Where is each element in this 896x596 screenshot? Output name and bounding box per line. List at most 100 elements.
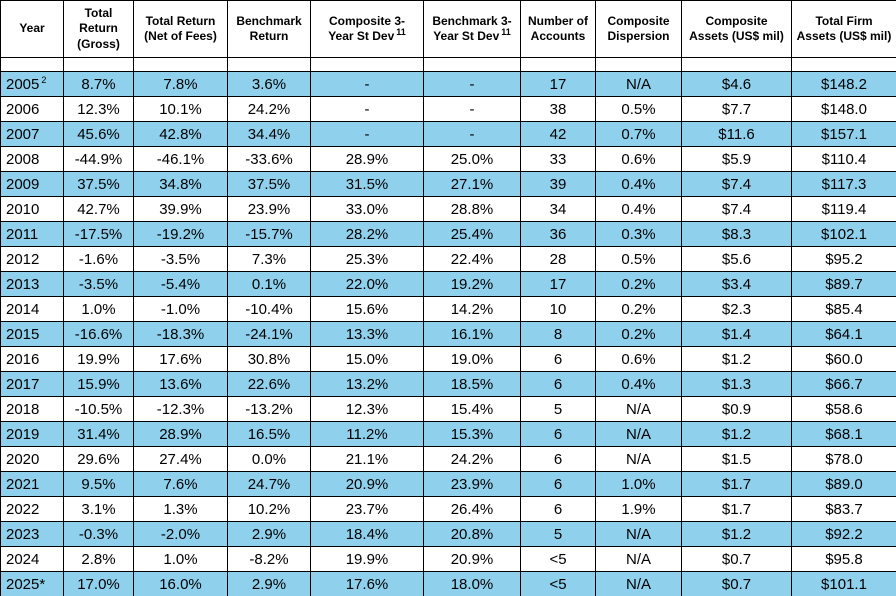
year-label: 2022 bbox=[6, 500, 40, 518]
table-row: 2015 -16.6% -18.3% -24.1% 13.3% 16.1% 8 0.2% $1.… bbox=[0, 321, 896, 347]
cell-comp-3yr-st-dev: 13.2% bbox=[310, 371, 424, 397]
cell-dispersion: N/A bbox=[595, 446, 682, 472]
cell-dispersion: 0.2% bbox=[595, 271, 682, 297]
cell-bench-3yr-st-dev: - bbox=[423, 96, 521, 122]
cell-year: 2025* bbox=[0, 571, 64, 596]
cell-benchmark: 10.2% bbox=[227, 496, 311, 522]
cell-comp-assets: $3.4 bbox=[681, 271, 792, 297]
cell-gross: 42.7% bbox=[63, 196, 134, 222]
spacer-cell bbox=[791, 57, 896, 72]
cell-dispersion: 0.3% bbox=[595, 221, 682, 247]
cell-gross: 3.1% bbox=[63, 496, 134, 522]
cell-comp-assets: $0.9 bbox=[681, 396, 792, 422]
year-label: 2017 bbox=[6, 375, 40, 393]
cell-comp-assets: $8.3 bbox=[681, 221, 792, 247]
cell-bench-3yr-st-dev: 26.4% bbox=[423, 496, 521, 522]
column-header-label: Number of Accounts bbox=[528, 13, 588, 43]
cell-num-accounts: 17 bbox=[520, 71, 596, 97]
cell-firm-assets: $102.1 bbox=[791, 221, 896, 247]
table-row: 2010 42.7% 39.9% 23.9% 33.0% 28.8% 34 0.4% $7.4 $… bbox=[0, 196, 896, 222]
year-label: 2024 bbox=[6, 550, 40, 568]
cell-benchmark: 0.1% bbox=[227, 271, 311, 297]
cell-benchmark: -8.2% bbox=[227, 546, 311, 572]
cell-num-accounts: 6 bbox=[520, 496, 596, 522]
cell-num-accounts: 38 bbox=[520, 96, 596, 122]
cell-dispersion: 0.4% bbox=[595, 196, 682, 222]
cell-year: 2018 bbox=[0, 396, 64, 422]
cell-comp-assets: $7.4 bbox=[681, 196, 792, 222]
cell-firm-assets: $89.0 bbox=[791, 471, 896, 497]
cell-net: 17.6% bbox=[133, 346, 228, 372]
cell-comp-assets: $1.2 bbox=[681, 521, 792, 547]
cell-comp-3yr-st-dev: 33.0% bbox=[310, 196, 424, 222]
cell-gross: 37.5% bbox=[63, 171, 134, 197]
cell-dispersion: N/A bbox=[595, 546, 682, 572]
cell-firm-assets: $85.4 bbox=[791, 296, 896, 322]
cell-net: 42.8% bbox=[133, 121, 228, 147]
cell-net: 39.9% bbox=[133, 196, 228, 222]
cell-comp-assets: $5.6 bbox=[681, 246, 792, 272]
cell-num-accounts: 10 bbox=[520, 296, 596, 322]
cell-firm-assets: $148.0 bbox=[791, 96, 896, 122]
cell-comp-assets: $7.7 bbox=[681, 96, 792, 122]
cell-comp-3yr-st-dev: 31.5% bbox=[310, 171, 424, 197]
cell-gross: 19.9% bbox=[63, 346, 134, 372]
cell-year: 2010 bbox=[0, 196, 64, 222]
cell-year: 2024 bbox=[0, 546, 64, 572]
spacer-row bbox=[0, 57, 896, 72]
column-header: Number of Accounts bbox=[520, 0, 596, 58]
cell-comp-3yr-st-dev: 28.9% bbox=[310, 146, 424, 172]
cell-comp-assets: $1.2 bbox=[681, 421, 792, 447]
cell-bench-3yr-st-dev: 16.1% bbox=[423, 321, 521, 347]
cell-year: 2021 bbox=[0, 471, 64, 497]
cell-net: 13.6% bbox=[133, 371, 228, 397]
cell-num-accounts: 17 bbox=[520, 271, 596, 297]
cell-year: 2011 bbox=[0, 221, 64, 247]
cell-gross: -10.5% bbox=[63, 396, 134, 422]
cell-gross: 17.0% bbox=[63, 571, 134, 596]
cell-bench-3yr-st-dev: 25.0% bbox=[423, 146, 521, 172]
cell-year: 2022 bbox=[0, 496, 64, 522]
table-row: 2006 12.3% 10.1% 24.2% - -38 0.5% $7.7 $148.0 bbox=[0, 96, 896, 122]
cell-firm-assets: $83.7 bbox=[791, 496, 896, 522]
cell-bench-3yr-st-dev: 25.4% bbox=[423, 221, 521, 247]
cell-firm-assets: $66.7 bbox=[791, 371, 896, 397]
cell-bench-3yr-st-dev: 23.9% bbox=[423, 471, 521, 497]
table-row: 2024 2.8% 1.0% -8.2% 19.9% 20.9% <5 N/A $0.7 $95.… bbox=[0, 546, 896, 572]
column-header: Composite Assets (US$ mil) bbox=[681, 0, 792, 58]
cell-net: 7.8% bbox=[133, 71, 228, 97]
column-header: Composite 3- Year St Dev 11 bbox=[310, 0, 424, 58]
cell-benchmark: 16.5% bbox=[227, 421, 311, 447]
cell-net: 7.6% bbox=[133, 471, 228, 497]
column-header: Benchmark 3- Year St Dev 11 bbox=[423, 0, 521, 58]
cell-benchmark: -10.4% bbox=[227, 296, 311, 322]
cell-benchmark: 23.9% bbox=[227, 196, 311, 222]
table-row: 2023 -0.3% -2.0% 2.9% 18.4% 20.8% 5 N/A $1.2 $92.… bbox=[0, 521, 896, 547]
column-header-superscript: 11 bbox=[501, 27, 511, 37]
cell-benchmark: -24.1% bbox=[227, 321, 311, 347]
cell-bench-3yr-st-dev: 18.5% bbox=[423, 371, 521, 397]
cell-firm-assets: $117.3 bbox=[791, 171, 896, 197]
cell-num-accounts: 42 bbox=[520, 121, 596, 147]
year-label: 2016 bbox=[6, 350, 40, 368]
cell-net: 27.4% bbox=[133, 446, 228, 472]
cell-firm-assets: $148.2 bbox=[791, 71, 896, 97]
cell-dispersion: 0.6% bbox=[595, 146, 682, 172]
year-label: 2011 bbox=[6, 225, 39, 243]
year-label: 2020 bbox=[6, 450, 40, 468]
cell-firm-assets: $89.7 bbox=[791, 271, 896, 297]
cell-comp-assets: $1.7 bbox=[681, 471, 792, 497]
cell-dispersion: 0.5% bbox=[595, 246, 682, 272]
table-row: 2007 45.6% 42.8% 34.4% - -42 0.7% $11.6 $157.1 bbox=[0, 121, 896, 147]
cell-comp-assets: $1.2 bbox=[681, 346, 792, 372]
cell-bench-3yr-st-dev: 15.3% bbox=[423, 421, 521, 447]
header-row: Year Total Return (Gross) Total Return (Ne… bbox=[0, 0, 896, 58]
cell-comp-assets: $1.4 bbox=[681, 321, 792, 347]
table-row: 2025* 17.0% 16.0% 2.9% 17.6% 18.0% <5 N/A $0.7 $1… bbox=[0, 571, 896, 596]
cell-benchmark: 30.8% bbox=[227, 346, 311, 372]
cell-year: 2015 bbox=[0, 321, 64, 347]
cell-bench-3yr-st-dev: 20.8% bbox=[423, 521, 521, 547]
table-row: 2009 37.5% 34.8% 37.5% 31.5% 27.1% 39 0.4% $7.4 $… bbox=[0, 171, 896, 197]
column-header-label: Composite Assets (US$ mil) bbox=[689, 13, 784, 43]
cell-num-accounts: <5 bbox=[520, 546, 596, 572]
